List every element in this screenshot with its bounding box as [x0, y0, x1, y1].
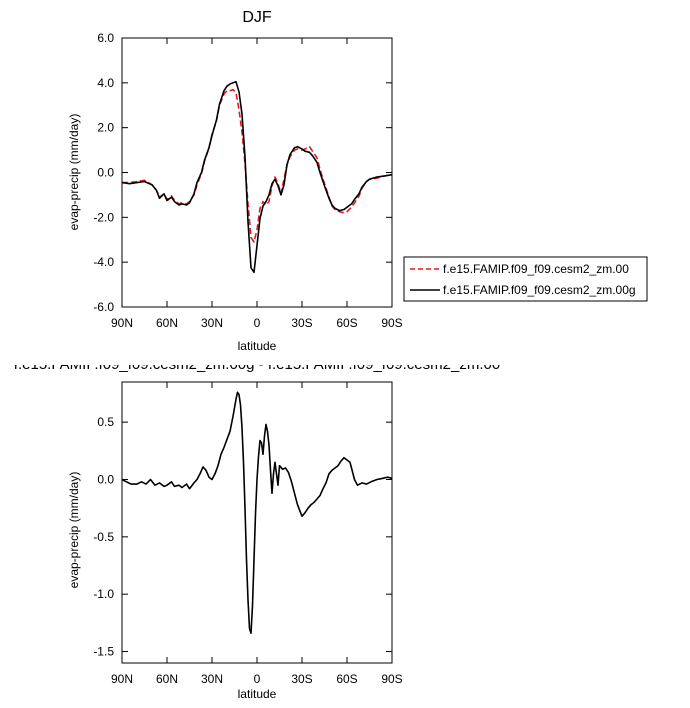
axes-group: 90N 60N 30N 0 30S 60S 90S -1.5 -1.0 -0.5 0.0 0.5: [93, 382, 403, 686]
difference-line-chart: f.e15.FAMIP.f09_f09.cesm2_zm.00g - f.e15…: [14, 365, 500, 701]
legend: f.e15.FAMIP.f09_f09.cesm2_zm.00 f.e15.FA…: [403, 256, 648, 302]
x-tick-label: 60S: [336, 316, 357, 330]
y-tick-label: -0.5: [93, 530, 114, 544]
x-tick-label: 30S: [291, 316, 312, 330]
y-tick-label: -1.5: [93, 645, 114, 659]
series-group: [121, 391, 393, 635]
y-tick-label: 0.0: [97, 472, 114, 486]
x-tick-label: 60N: [156, 672, 178, 686]
y-tick-label: -1.0: [93, 587, 114, 601]
y-axis-label: evap-precip (mm/day): [67, 472, 81, 589]
legend-box: [403, 256, 648, 302]
plot-frame: [121, 381, 393, 664]
x-tick-label: 30S: [291, 672, 312, 686]
x-tick-label: 0: [254, 316, 261, 330]
djf-line-chart: DJF evap-precip (mm/day) latitude 90N 60N…: [67, 9, 648, 353]
plot-frame: [121, 37, 393, 308]
series-line-0: [122, 88, 393, 243]
y-tick-label: -2.0: [93, 210, 114, 224]
y-tick-label: -4.0: [93, 255, 114, 269]
chart-title: DJF: [242, 9, 272, 26]
x-axis-label: latitude: [238, 339, 277, 353]
x-axis-label: latitude: [238, 687, 277, 701]
y-axis-label: evap-precip (mm/day): [67, 114, 81, 231]
legend-entry-zm-00g: f.e15.FAMIP.f09_f09.cesm2_zm.00g: [443, 283, 636, 297]
series-group: [121, 80, 393, 274]
x-tick-label: 30N: [201, 316, 223, 330]
x-tick-label: 60N: [156, 316, 178, 330]
x-tick-label: 90S: [381, 672, 402, 686]
legend-entry-zm-00: f.e15.FAMIP.f09_f09.cesm2_zm.00: [443, 262, 629, 276]
y-tick-label: -6.0: [93, 300, 114, 314]
y-tick-label: 4.0: [97, 76, 114, 90]
y-tick-label: 0.5: [97, 415, 114, 429]
x-tick-label: 90S: [381, 316, 402, 330]
y-tick-label: 0.0: [97, 166, 114, 180]
x-tick-label: 90N: [111, 672, 133, 686]
axes-group: 90N 60N 30N 0 30S 60S 90S -6.0 -4.0 -2.0 0.0 2.0 4.0…: [93, 31, 402, 330]
x-tick-label: 90N: [111, 316, 133, 330]
x-tick-label: 60S: [336, 672, 357, 686]
x-tick-label: 0: [254, 672, 261, 686]
series-line-0: [121, 391, 393, 635]
x-tick-label: 30N: [201, 672, 223, 686]
series-line-1: [121, 80, 393, 274]
y-tick-label: 2.0: [97, 121, 114, 135]
y-tick-label: 6.0: [97, 31, 114, 45]
chart-title: f.e15.FAMIP.f09_f09.cesm2_zm.00g - f.e15…: [14, 365, 500, 373]
